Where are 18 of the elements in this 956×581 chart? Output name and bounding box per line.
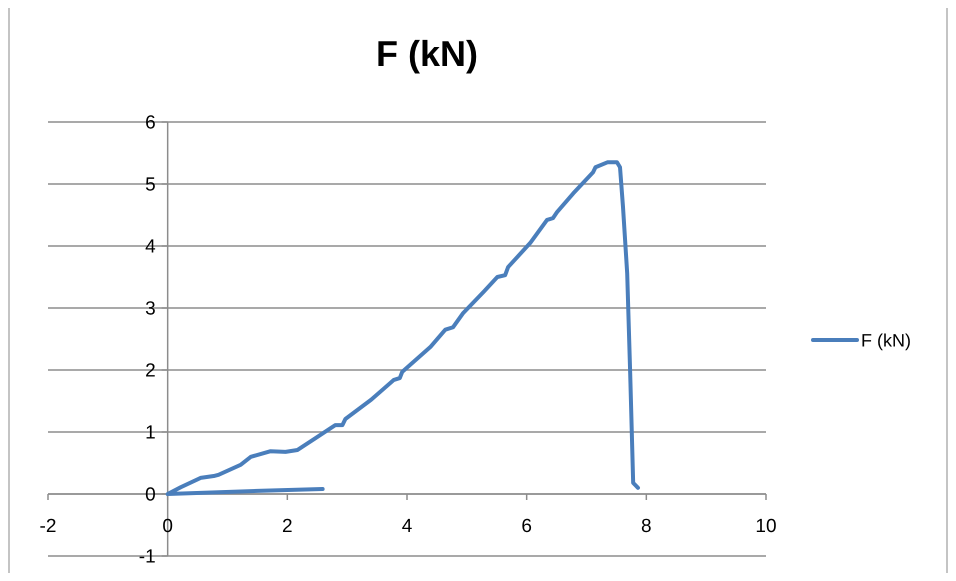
x-tick-label: 0	[162, 516, 173, 537]
x-tick-label: 10	[755, 516, 777, 537]
x-tick-label: 4	[402, 516, 413, 537]
x-tick-label: -2	[40, 516, 56, 537]
y-tick-label: 2	[145, 360, 156, 382]
x-tick-label: 8	[641, 516, 652, 537]
y-tick-label: 3	[145, 298, 156, 320]
y-tick-label: 1	[145, 422, 156, 444]
y-tick-label: 0	[145, 484, 156, 506]
y-tick-label: -1	[138, 546, 156, 568]
legend-label: F (kN)	[861, 330, 911, 350]
x-tick-label: 6	[521, 516, 532, 537]
line-series	[166, 160, 640, 496]
y-tick-label: 4	[145, 236, 156, 258]
chart-title: F (kN)	[376, 33, 478, 74]
y-tick-label: 6	[145, 112, 156, 134]
x-tick-label: 2	[282, 516, 293, 537]
y-tick-label: 5	[145, 174, 156, 196]
